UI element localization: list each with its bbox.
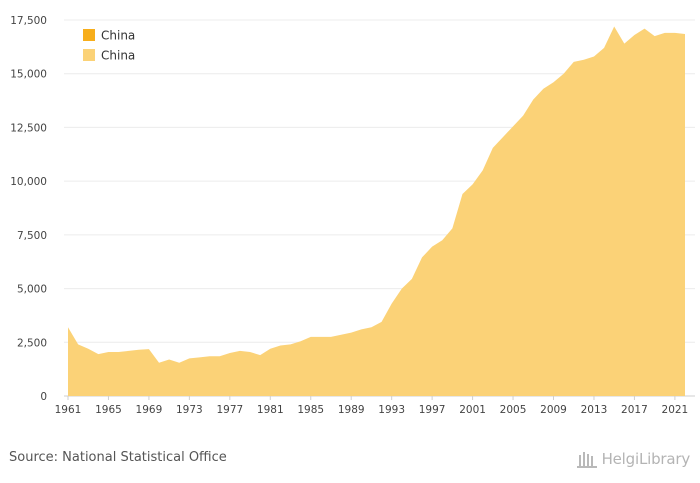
- legend-label: China: [101, 29, 135, 43]
- x-tick-label: 2001: [459, 404, 486, 416]
- x-tick-label: 2017: [621, 404, 648, 416]
- x-axis: 1961 1965 1969 1973 1977 1981 1985 1989 1993 1997…: [55, 396, 689, 416]
- x-tick-label: 1961: [55, 404, 82, 416]
- x-tick-label: 1965: [95, 404, 122, 416]
- x-tick-label: 1993: [378, 404, 405, 416]
- x-tick-label: 2013: [581, 404, 608, 416]
- x-tick-label: 1969: [136, 404, 163, 416]
- y-tick-label: 15,000: [10, 69, 47, 81]
- x-tick-label: 1973: [176, 404, 203, 416]
- x-tick-label: 1989: [338, 404, 365, 416]
- y-tick-label: 17,500: [10, 15, 47, 27]
- x-tick-label: 1985: [297, 404, 324, 416]
- x-tick-label: 1977: [216, 404, 243, 416]
- x-tick-label: 1981: [257, 404, 284, 416]
- source-note: Source: National Statistical Office: [9, 450, 227, 465]
- y-tick-label: 2,500: [17, 337, 47, 349]
- logo-text: HelgiLibrary: [601, 450, 691, 468]
- legend-swatch: [83, 29, 95, 41]
- y-tick-label: 0: [40, 391, 47, 403]
- library-icon: [576, 452, 597, 468]
- legend: China China: [83, 29, 135, 63]
- x-tick-label: 1997: [419, 404, 446, 416]
- legend-label: China: [101, 49, 135, 63]
- x-tick-label: 2021: [662, 404, 689, 416]
- y-tick-label: 5,000: [17, 284, 47, 296]
- x-tick-label: 2009: [540, 404, 567, 416]
- grid: [64, 19, 695, 397]
- legend-swatch: [83, 49, 95, 61]
- y-tick-label: 10,000: [10, 176, 47, 188]
- x-tick-label: 2005: [500, 404, 527, 416]
- area-series-china: [68, 26, 685, 396]
- y-tick-label: 7,500: [17, 230, 47, 242]
- y-axis: 0 2,500 5,000 7,500 10,000 12,500 15,000 17,500: [10, 15, 47, 403]
- helgilibrary-logo[interactable]: HelgiLibrary: [576, 448, 690, 470]
- y-tick-label: 12,500: [10, 122, 47, 134]
